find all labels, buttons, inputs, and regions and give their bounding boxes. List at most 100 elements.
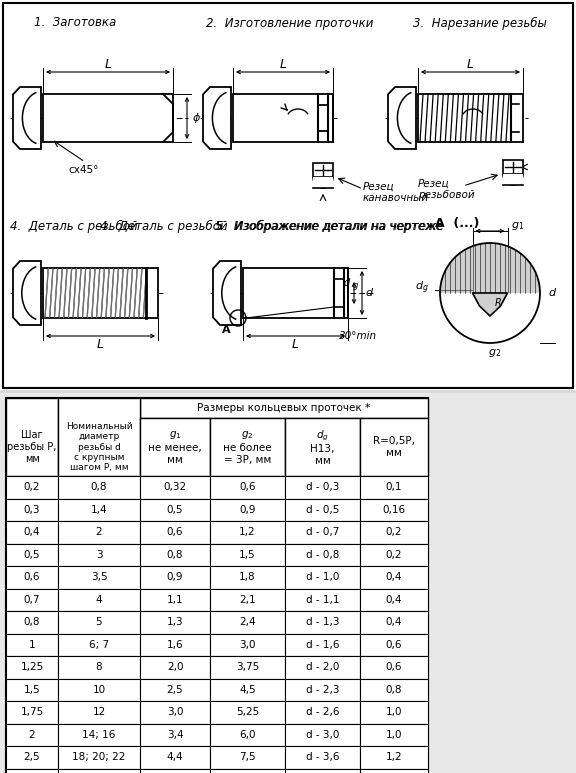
Bar — [140, 611, 210, 634]
Text: d - 2,6: d - 2,6 — [306, 707, 339, 717]
Bar — [6, 499, 58, 521]
Bar — [6, 543, 58, 566]
Text: ϕ: ϕ — [192, 113, 200, 123]
Text: 14; 16: 14; 16 — [82, 730, 116, 740]
Bar — [285, 476, 360, 499]
Text: 2,1: 2,1 — [239, 594, 256, 604]
Text: 2,4: 2,4 — [239, 618, 256, 627]
Text: Размеры кольцевых проточек *: Размеры кольцевых проточек * — [198, 403, 370, 413]
Text: 0,3: 0,3 — [24, 505, 40, 515]
Text: L: L — [292, 338, 299, 350]
Bar — [360, 679, 428, 701]
Bar — [243, 268, 348, 318]
Text: L: L — [279, 57, 286, 70]
Text: 8: 8 — [96, 662, 103, 673]
Text: $g_2$
не более
= 3P, мм: $g_2$ не более = 3P, мм — [223, 429, 272, 465]
Bar — [140, 588, 210, 611]
Bar — [140, 418, 210, 476]
Bar — [6, 768, 58, 773]
Text: d - 0,3: d - 0,3 — [306, 482, 339, 492]
Bar — [210, 566, 285, 588]
Bar — [6, 521, 58, 543]
Text: 12: 12 — [92, 707, 105, 717]
Text: 2,0: 2,0 — [166, 662, 183, 673]
Bar — [285, 724, 360, 746]
Text: 0,8: 0,8 — [166, 550, 183, 560]
Text: $g_1$
не менее,
мм: $g_1$ не менее, мм — [148, 429, 202, 465]
Polygon shape — [13, 261, 41, 325]
Bar — [503, 160, 523, 174]
Bar — [140, 746, 210, 768]
Text: 2,5: 2,5 — [166, 685, 183, 695]
Bar — [285, 679, 360, 701]
Bar — [43, 94, 173, 142]
Text: 0,2: 0,2 — [386, 527, 402, 537]
Text: d - 3,6: d - 3,6 — [306, 752, 339, 762]
Bar — [285, 656, 360, 679]
Bar — [285, 588, 360, 611]
Text: 0,8: 0,8 — [24, 618, 40, 627]
Bar — [58, 679, 140, 701]
Text: R=0,5P,
мм: R=0,5P, мм — [373, 436, 415, 458]
Bar — [58, 499, 140, 521]
Bar — [140, 679, 210, 701]
Text: 6; 7: 6; 7 — [89, 640, 109, 650]
Bar — [58, 656, 140, 679]
Text: 0,32: 0,32 — [164, 482, 187, 492]
Text: 5: 5 — [96, 618, 103, 627]
Text: 0,6: 0,6 — [386, 640, 402, 650]
Bar — [503, 174, 523, 185]
Bar — [6, 634, 58, 656]
Text: 0,8: 0,8 — [386, 685, 402, 695]
Bar — [140, 566, 210, 588]
Bar — [210, 768, 285, 773]
Text: 10: 10 — [92, 685, 105, 695]
Bar — [210, 499, 285, 521]
Text: 0,2: 0,2 — [386, 550, 402, 560]
Bar — [210, 543, 285, 566]
Bar — [6, 476, 58, 499]
Bar — [210, 701, 285, 724]
Bar — [6, 588, 58, 611]
Text: 5,25: 5,25 — [236, 707, 259, 717]
Text: L: L — [467, 57, 474, 70]
Text: 0,6: 0,6 — [166, 527, 183, 537]
Text: 0,4: 0,4 — [386, 618, 402, 627]
Text: d - 1,1: d - 1,1 — [306, 594, 339, 604]
Text: 4,5: 4,5 — [239, 685, 256, 695]
Text: $g_2$: $g_2$ — [488, 347, 502, 359]
Text: 0,1: 0,1 — [386, 482, 402, 492]
Bar — [6, 566, 58, 588]
Bar — [210, 724, 285, 746]
Text: 0,9: 0,9 — [239, 505, 256, 515]
Polygon shape — [213, 261, 241, 325]
Text: 2.  Изготовление проточки: 2. Изготовление проточки — [206, 16, 374, 29]
Bar — [58, 398, 140, 476]
Bar — [210, 521, 285, 543]
Bar — [285, 543, 360, 566]
Text: d - 0,8: d - 0,8 — [306, 550, 339, 560]
Bar — [6, 398, 428, 773]
Bar — [285, 701, 360, 724]
Bar — [58, 476, 140, 499]
Text: сх45°: сх45° — [68, 165, 98, 175]
Bar — [140, 634, 210, 656]
Bar — [360, 768, 428, 773]
Bar — [140, 398, 428, 418]
Bar — [313, 163, 333, 177]
Bar — [58, 588, 140, 611]
Bar — [210, 656, 285, 679]
Bar — [210, 634, 285, 656]
Bar — [210, 476, 285, 499]
Polygon shape — [472, 293, 507, 316]
Bar — [210, 611, 285, 634]
Bar — [285, 746, 360, 768]
Bar — [210, 746, 285, 768]
Bar — [285, 611, 360, 634]
Bar — [0, 0, 576, 390]
Text: A  (...): A (...) — [435, 216, 479, 230]
Polygon shape — [203, 87, 231, 149]
Text: d - 1,6: d - 1,6 — [306, 640, 339, 650]
Bar — [210, 588, 285, 611]
Bar — [360, 566, 428, 588]
